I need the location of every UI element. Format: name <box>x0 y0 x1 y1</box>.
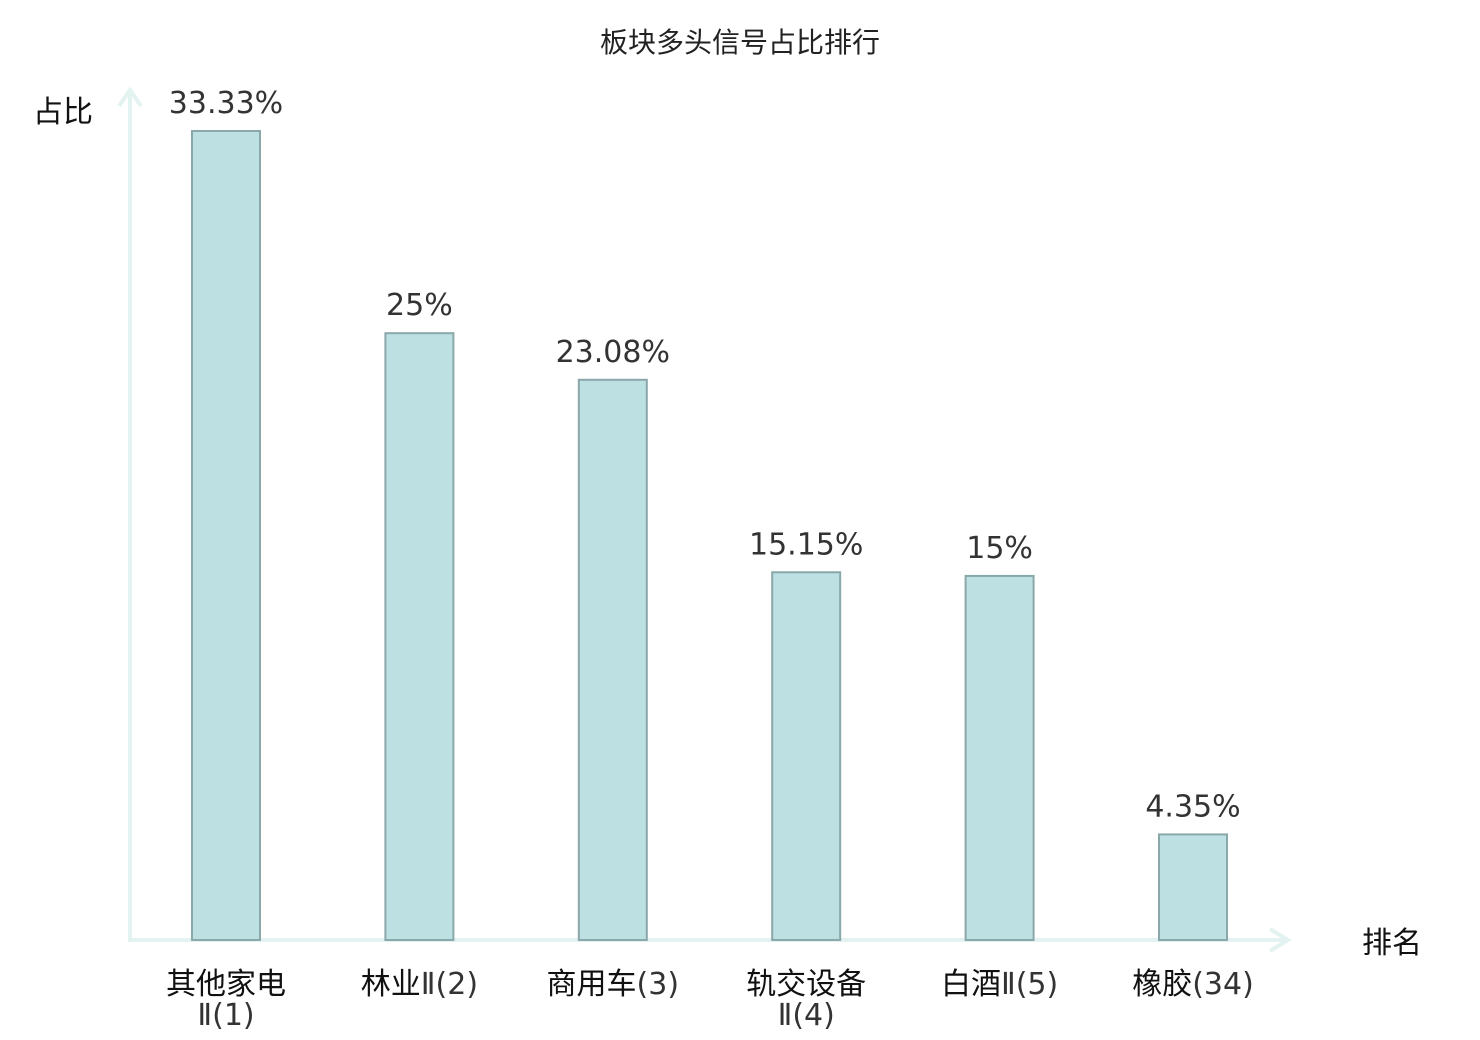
category-rank: Ⅱ(1) <box>197 998 254 1033</box>
x-axis-label: 排名 <box>1362 926 1422 961</box>
bar <box>191 130 261 941</box>
category-label: 白酒Ⅱ(5) <box>941 967 1058 1002</box>
bar <box>771 571 842 941</box>
category-rank: Ⅱ(4) <box>778 998 835 1033</box>
data-label: 25% <box>386 288 453 323</box>
value-labels-group: 33.33% 25% 23.08% 15.15% 15% 4.35% <box>169 86 1241 824</box>
x-axis <box>128 927 1292 953</box>
data-label: 4.35% <box>1145 789 1240 824</box>
data-label: 15.15% <box>749 527 863 562</box>
category-label: 其他家电 <box>166 967 286 1002</box>
y-axis-label: 占比 <box>33 95 93 130</box>
y-axis <box>117 86 143 940</box>
category-label: 轨交设备 <box>746 967 866 1002</box>
bar <box>384 332 455 941</box>
data-label: 15% <box>966 531 1033 566</box>
category-label: 林业Ⅱ(2) <box>361 967 478 1002</box>
bar <box>1158 833 1228 941</box>
category-label: 商用车(3) <box>547 967 680 1002</box>
bars-group <box>191 130 1228 942</box>
chart-title: 板块多头信号占比排行 <box>600 26 880 59</box>
data-label: 23.08% <box>556 335 670 370</box>
bar <box>577 378 648 942</box>
category-label: 橡胶(34) <box>1132 967 1254 1002</box>
data-label: 33.33% <box>169 86 283 121</box>
bar <box>964 574 1035 941</box>
